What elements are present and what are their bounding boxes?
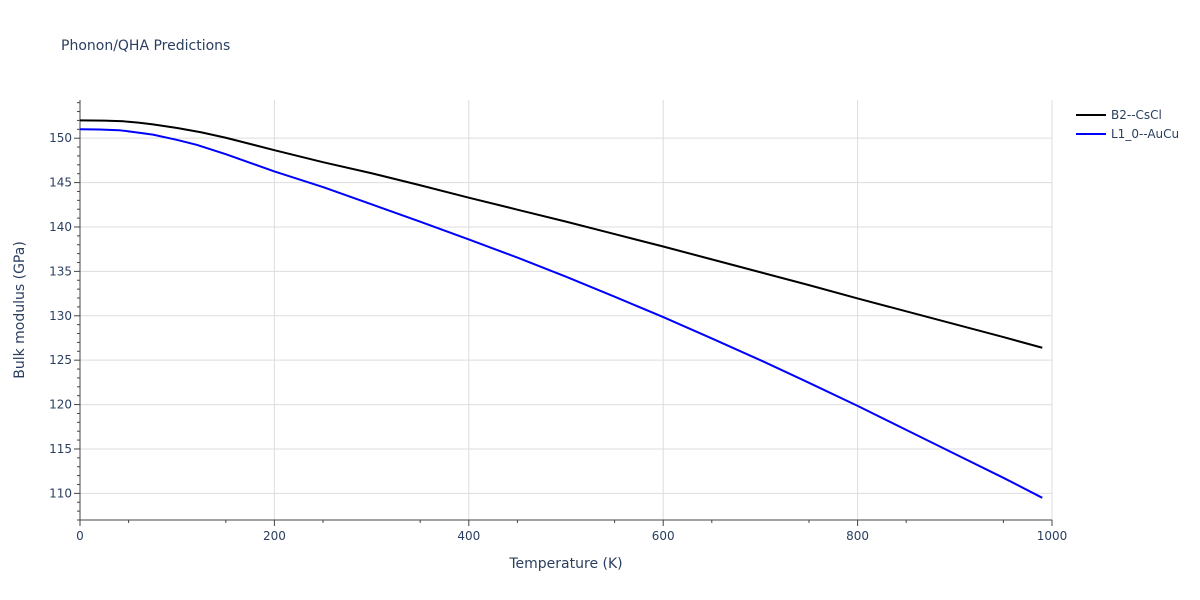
series-line-l1-0-aucu [79, 128, 1043, 499]
legend[interactable]: B2--CsCl L1_0--AuCu [1076, 108, 1179, 141]
legend-label: B2--CsCl [1111, 108, 1162, 122]
chart-title: Phonon/QHA Predictions [61, 38, 230, 54]
y-tick-label: 145 [49, 176, 72, 190]
axes: 0 200 400 600 800 1000 110 115 120 125 130 135 140 14… [49, 100, 1067, 543]
y-tick-label: 140 [49, 220, 72, 234]
legend-item-b2-cscl[interactable]: B2--CsCl [1076, 108, 1162, 122]
y-tick-label: 120 [49, 398, 72, 412]
y-tick-label: 130 [49, 309, 72, 323]
x-tick-label: 200 [263, 529, 286, 543]
x-tick-label: 0 [76, 529, 84, 543]
y-tick-label: 110 [49, 486, 72, 500]
y-tick-label: 115 [49, 442, 72, 456]
grid [80, 100, 1053, 520]
y-axis-title: Bulk modulus (GPa) [12, 241, 28, 379]
x-axis-title: Temperature (K) [508, 556, 622, 572]
y-tick-label: 135 [49, 264, 72, 278]
legend-label: L1_0--AuCu [1111, 127, 1179, 141]
x-tick-label: 800 [846, 529, 869, 543]
series-line-b2-cscl [79, 119, 1043, 349]
x-tick-label: 400 [457, 529, 480, 543]
y-tick-label: 125 [49, 353, 72, 367]
x-tick-label: 1000 [1037, 529, 1068, 543]
legend-item-l1-0-aucu[interactable]: L1_0--AuCu [1076, 127, 1179, 141]
y-tick-label: 150 [49, 131, 72, 145]
series-lines [79, 119, 1043, 499]
x-tick-label: 600 [652, 529, 675, 543]
